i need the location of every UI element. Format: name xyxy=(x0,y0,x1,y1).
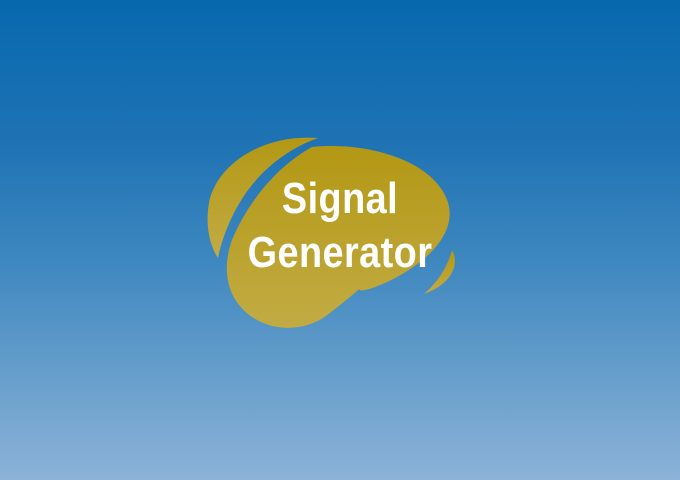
app-title-line-1: Signal xyxy=(281,174,399,223)
app-title-line-2: Generator xyxy=(247,228,433,277)
logo-swoosh-upper-icon xyxy=(207,137,318,258)
app-title: Signal Generator xyxy=(224,172,456,280)
logo-ellipse-icon xyxy=(226,146,450,328)
logo-tail-icon xyxy=(424,250,455,294)
